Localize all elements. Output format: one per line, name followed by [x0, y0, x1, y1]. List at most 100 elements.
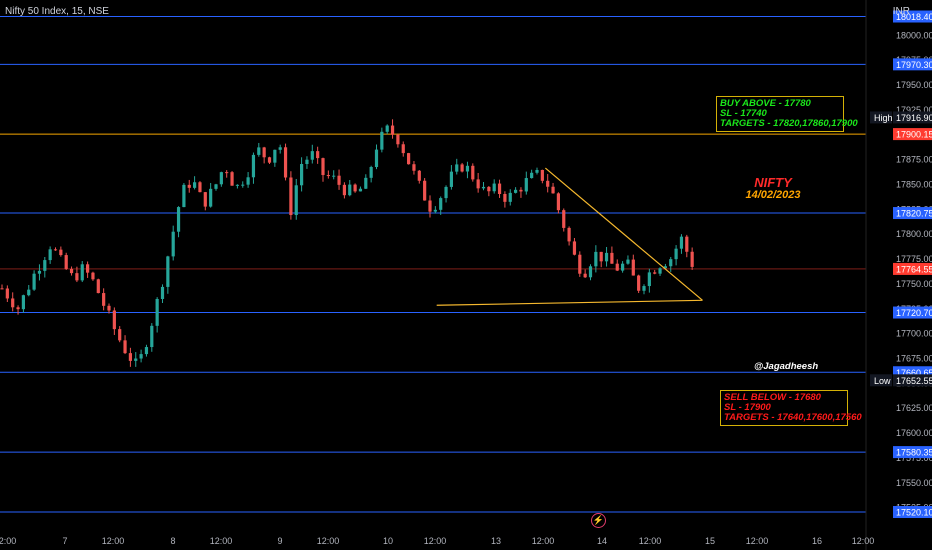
buy-annotation-box: BUY ABOVE - 17780 SL - 17740 TARGETS - 1… [716, 96, 858, 132]
trendline-1 [436, 299, 703, 306]
candle-body [182, 184, 186, 208]
sell-line-2: SL - 17900 [724, 402, 771, 413]
candle-body [337, 175, 341, 185]
y-tick-label: 17850.00 [896, 179, 932, 189]
y-tick-label: 17600.00 [896, 428, 932, 438]
candle-body [321, 158, 325, 176]
y-tick-label: 17625.00 [896, 403, 932, 413]
candle-body [112, 310, 116, 330]
candle-body [209, 188, 213, 207]
last-price-tag: 17764.55 [896, 264, 932, 274]
candle-body [653, 272, 657, 274]
x-tick-label: 13 [491, 536, 501, 546]
candle-body [615, 263, 619, 271]
candle-body [514, 189, 518, 193]
candle-body [540, 169, 544, 181]
candle-body [332, 175, 336, 177]
author-tag: @Jagadheesh [754, 361, 819, 372]
trendline-0 [544, 167, 703, 301]
candle-body [160, 286, 165, 299]
candle-body [155, 298, 159, 326]
candle-body [53, 249, 58, 251]
high-label-tag: High [874, 113, 893, 123]
candle-body [417, 170, 421, 181]
candle-body [289, 177, 293, 216]
candle-body [572, 241, 577, 255]
last-price-tag-bg [893, 262, 932, 275]
candle-body [444, 186, 448, 199]
candle-body [11, 298, 15, 308]
x-tick-label: 15 [705, 536, 715, 546]
candle-body [519, 189, 523, 192]
candle-body [690, 251, 694, 267]
candle-body [0, 288, 4, 290]
candle-body [642, 286, 646, 291]
sell-annotation-box: SELL BELOW - 17680 SL - 17900 TARGETS - … [720, 390, 862, 426]
candle-body [369, 167, 373, 178]
candle-body [75, 273, 79, 281]
candle-body [262, 147, 266, 158]
candle-body [637, 275, 641, 291]
candle-body [241, 184, 245, 186]
level-tag-4: 17720.70 [896, 308, 932, 318]
candle-body [562, 210, 566, 228]
candle-body [43, 260, 47, 271]
candle-body [663, 266, 667, 269]
candle-body [64, 255, 68, 269]
x-tick-label: 10 [383, 536, 393, 546]
candle-body [214, 184, 218, 189]
candle-body [535, 169, 539, 173]
currency-label: INR [892, 6, 910, 17]
candle-body [439, 198, 443, 210]
candle-body [278, 147, 282, 150]
candle-body [225, 172, 229, 174]
candle-body [471, 165, 475, 180]
lightning-icon[interactable]: ⚡ [591, 513, 606, 528]
high-value-tag: 17916.90 [896, 113, 932, 123]
candle-body [401, 144, 405, 154]
candle-body [310, 151, 314, 160]
candle-body [144, 347, 149, 355]
candle-body [251, 154, 256, 178]
level-tag-3-bg [893, 207, 932, 220]
y-tick-label: 17875.00 [896, 155, 932, 165]
candle-body [631, 259, 635, 276]
candle-body [433, 209, 437, 212]
x-tick-label: 8 [170, 536, 175, 546]
candle-body [5, 288, 9, 299]
level-tag-6: 17580.35 [896, 448, 932, 458]
buy-line-1: BUY ABOVE - 17780 [720, 98, 811, 109]
candle-body [128, 353, 132, 361]
candle-body [455, 164, 459, 172]
candle-body [273, 149, 277, 163]
candle-body [102, 293, 106, 306]
candle-body [176, 207, 181, 232]
level-tag-2-bg [893, 128, 932, 141]
candle-body [524, 178, 528, 192]
candle-body [669, 259, 673, 267]
candle-body [679, 236, 684, 249]
candle-body [316, 151, 320, 159]
candle-body [230, 172, 234, 186]
y-tick-label: 17950.00 [896, 80, 932, 90]
candle-body [626, 259, 630, 264]
candle-body [59, 249, 63, 256]
candle-body [283, 147, 288, 178]
sell-line-3: TARGETS - 17640,17600,17560 [724, 412, 862, 423]
candle-body [166, 256, 170, 287]
candle-body [594, 251, 598, 267]
candle-body [150, 325, 154, 348]
x-tick-label: 12:00 [317, 536, 340, 546]
candle-body [492, 183, 496, 192]
x-tick-label: 12:00 [532, 536, 555, 546]
candle-body [305, 159, 309, 164]
low-label-tag: Low [874, 376, 891, 386]
candle-body [423, 180, 427, 201]
candle-body [530, 172, 534, 179]
candle-body [32, 273, 36, 290]
candle-body [107, 305, 111, 311]
high-value-tag-bg [893, 111, 932, 124]
candle-body [385, 125, 389, 132]
candle-body [578, 254, 582, 274]
